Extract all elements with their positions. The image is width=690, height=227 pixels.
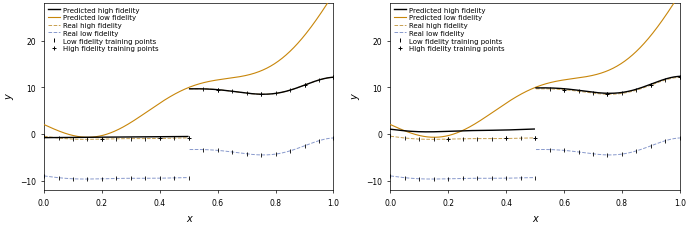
Legend: Predicted high fidelity, Predicted low fidelity, Real high fidelity, Real low fi: Predicted high fidelity, Predicted low f… — [393, 6, 506, 54]
X-axis label: x: x — [532, 213, 538, 223]
X-axis label: x: x — [186, 213, 192, 223]
Y-axis label: y: y — [351, 94, 361, 100]
Y-axis label: y: y — [4, 94, 14, 100]
Legend: Predicted high fidelity, Predicted low fidelity, Real high fidelity, Real low fi: Predicted high fidelity, Predicted low f… — [46, 6, 160, 54]
